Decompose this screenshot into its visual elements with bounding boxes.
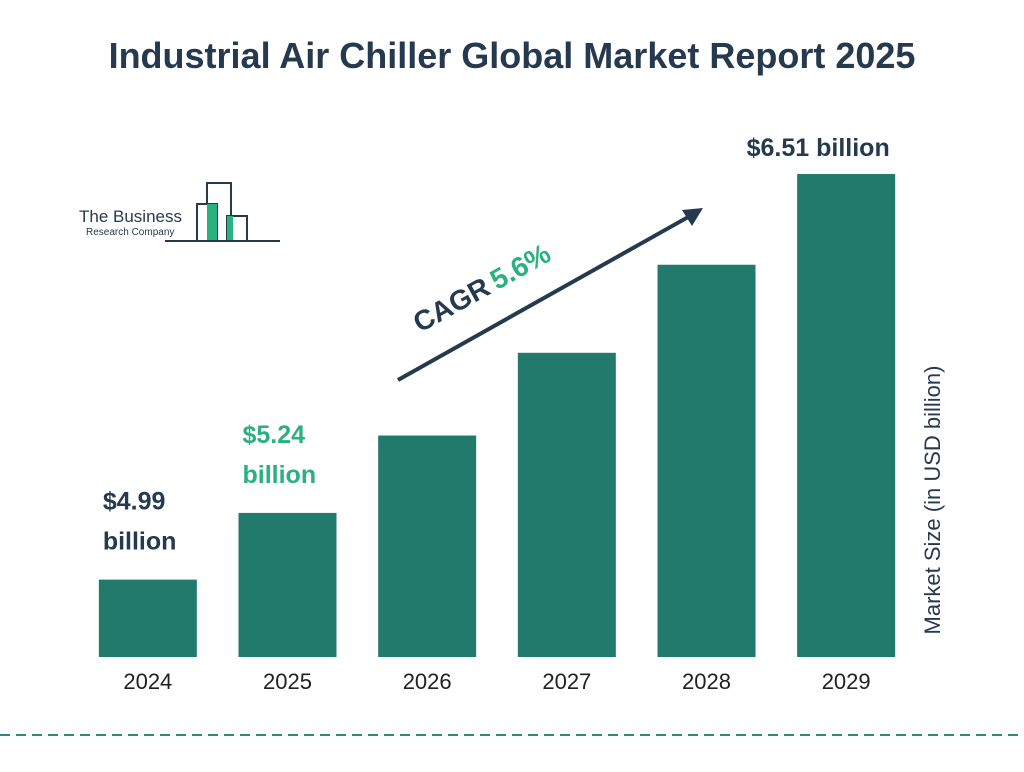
x-tick-label: 2024 bbox=[123, 669, 172, 694]
x-tick-label: 2025 bbox=[263, 669, 312, 694]
bar bbox=[378, 435, 477, 657]
value-label: $6.51 billion bbox=[747, 134, 890, 162]
x-tick-label: 2029 bbox=[822, 669, 871, 694]
x-tick-label: 2027 bbox=[542, 669, 591, 694]
bar bbox=[98, 579, 197, 657]
logo-text: The Business bbox=[79, 207, 182, 226]
x-tick-label: 2028 bbox=[682, 669, 731, 694]
cagr-arrow bbox=[397, 214, 691, 382]
logo-text: Research Company bbox=[86, 227, 174, 238]
logo: The Business Research Company bbox=[79, 182, 280, 242]
bar bbox=[238, 512, 337, 657]
cagr-value: 5.6% bbox=[485, 237, 556, 295]
bar bbox=[797, 174, 896, 657]
chart-title: Industrial Air Chiller Global Market Rep… bbox=[109, 35, 916, 76]
value-label: $5.24 billion bbox=[243, 421, 317, 489]
bar bbox=[517, 352, 616, 657]
cagr-label: CAGR bbox=[408, 271, 495, 338]
cagr-arrowhead bbox=[682, 208, 703, 226]
logo-shape bbox=[227, 216, 233, 240]
value-label: $4.99 billion bbox=[103, 488, 177, 556]
x-tick-label: 2026 bbox=[403, 669, 452, 694]
logo-shape bbox=[207, 204, 217, 240]
y-axis-label: Market Size (in USD billion) bbox=[920, 366, 945, 635]
bar bbox=[657, 264, 756, 657]
